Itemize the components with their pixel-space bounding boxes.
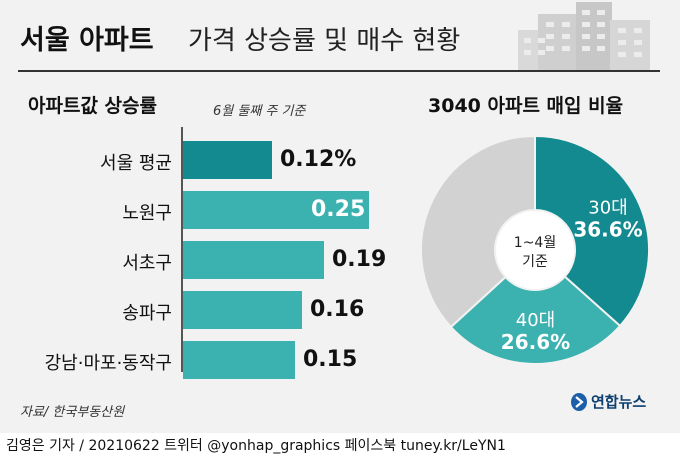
bar-category-label: 강남·마포·동작구 bbox=[44, 353, 172, 374]
pie-slice-category: 30대 bbox=[588, 197, 627, 218]
infographic-card: 서울 아파트 가격 상승률 및 매수 현황 아파트값 상승률 6월 둘째 주 기… bbox=[0, 0, 680, 433]
bar-value-label: 0.25 bbox=[311, 197, 366, 222]
bar-category-label: 노원구 bbox=[122, 203, 172, 224]
bar-chart-title: 아파트값 상승률 bbox=[28, 95, 157, 117]
bar-chart-note: 6월 둘째 주 기준 bbox=[213, 104, 306, 119]
page-title: 서울 아파트 bbox=[20, 25, 154, 56]
yonhap-logo-icon bbox=[571, 392, 587, 411]
pie-slice-category: 40대 bbox=[516, 310, 555, 331]
byline-footer: 김영은 기자 / 20210622 트위터 @yonhap_graphics 페… bbox=[0, 433, 680, 459]
pie-center-label: 기준 bbox=[522, 254, 548, 270]
bar-category-label: 송파구 bbox=[122, 303, 172, 324]
bar-category-label: 서초구 bbox=[122, 253, 172, 274]
page-subtitle: 가격 상승률 및 매수 현황 bbox=[188, 26, 461, 56]
bar-value-label: 0.15 bbox=[303, 347, 358, 372]
bar-value-label: 0.19 bbox=[332, 247, 387, 272]
pie-slice-value: 26.6% bbox=[501, 330, 570, 354]
pie-chart-title: 3040 아파트 매입 비율 bbox=[428, 95, 624, 117]
yonhap-logo: 연합뉴스 bbox=[570, 391, 646, 412]
pie-slice-value: 36.6% bbox=[573, 217, 642, 241]
bar bbox=[183, 291, 302, 329]
logo-text: 연합뉴스 bbox=[591, 393, 647, 411]
bar-axis-line bbox=[181, 127, 183, 372]
source-note: 자료/ 한국부동산원 bbox=[20, 405, 125, 420]
bar bbox=[183, 141, 272, 179]
bar bbox=[183, 341, 295, 379]
title-divider bbox=[18, 70, 660, 72]
building-icon bbox=[518, 2, 650, 72]
bar-category-label: 서울 평균 bbox=[100, 153, 172, 174]
bar bbox=[183, 191, 369, 229]
pie-slice bbox=[534, 135, 650, 328]
bar bbox=[183, 241, 324, 279]
bar-value-label: 0.12% bbox=[280, 147, 357, 172]
bar-value-label: 0.16 bbox=[310, 297, 365, 322]
pie-slice bbox=[420, 135, 536, 329]
pie-center-label: 1~4월 bbox=[514, 235, 556, 251]
pie-slice bbox=[449, 275, 622, 365]
donut-hole bbox=[496, 211, 574, 289]
